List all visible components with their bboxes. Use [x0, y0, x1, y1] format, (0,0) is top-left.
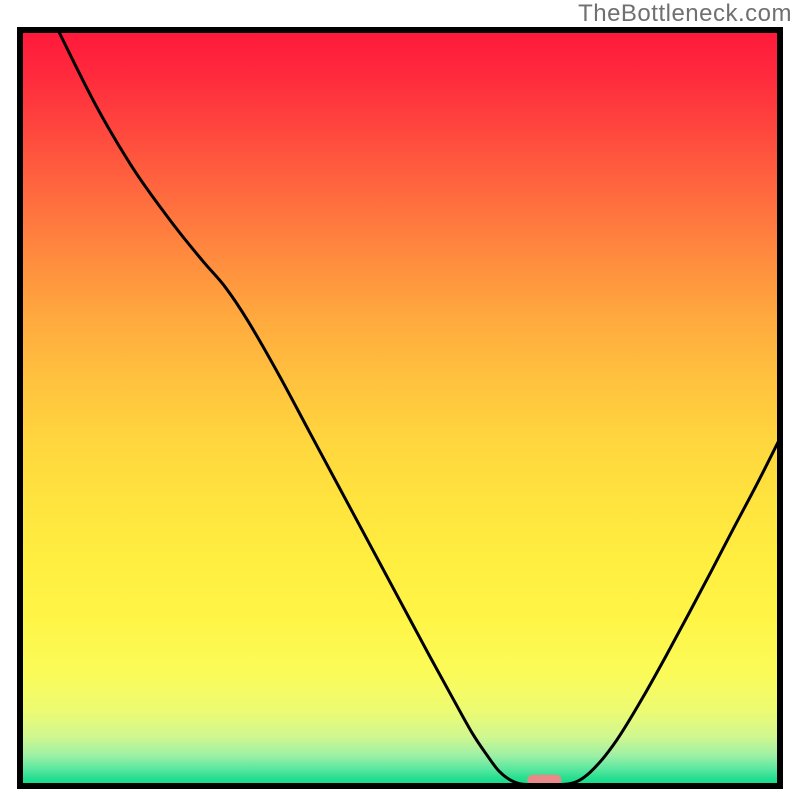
gradient-background	[20, 30, 780, 786]
chart-container: { "watermark": { "text": "TheBottleneck.…	[0, 0, 800, 800]
watermark-text: TheBottleneck.com	[578, 0, 792, 28]
bottleneck-chart	[0, 0, 800, 800]
plot-area	[20, 30, 780, 786]
